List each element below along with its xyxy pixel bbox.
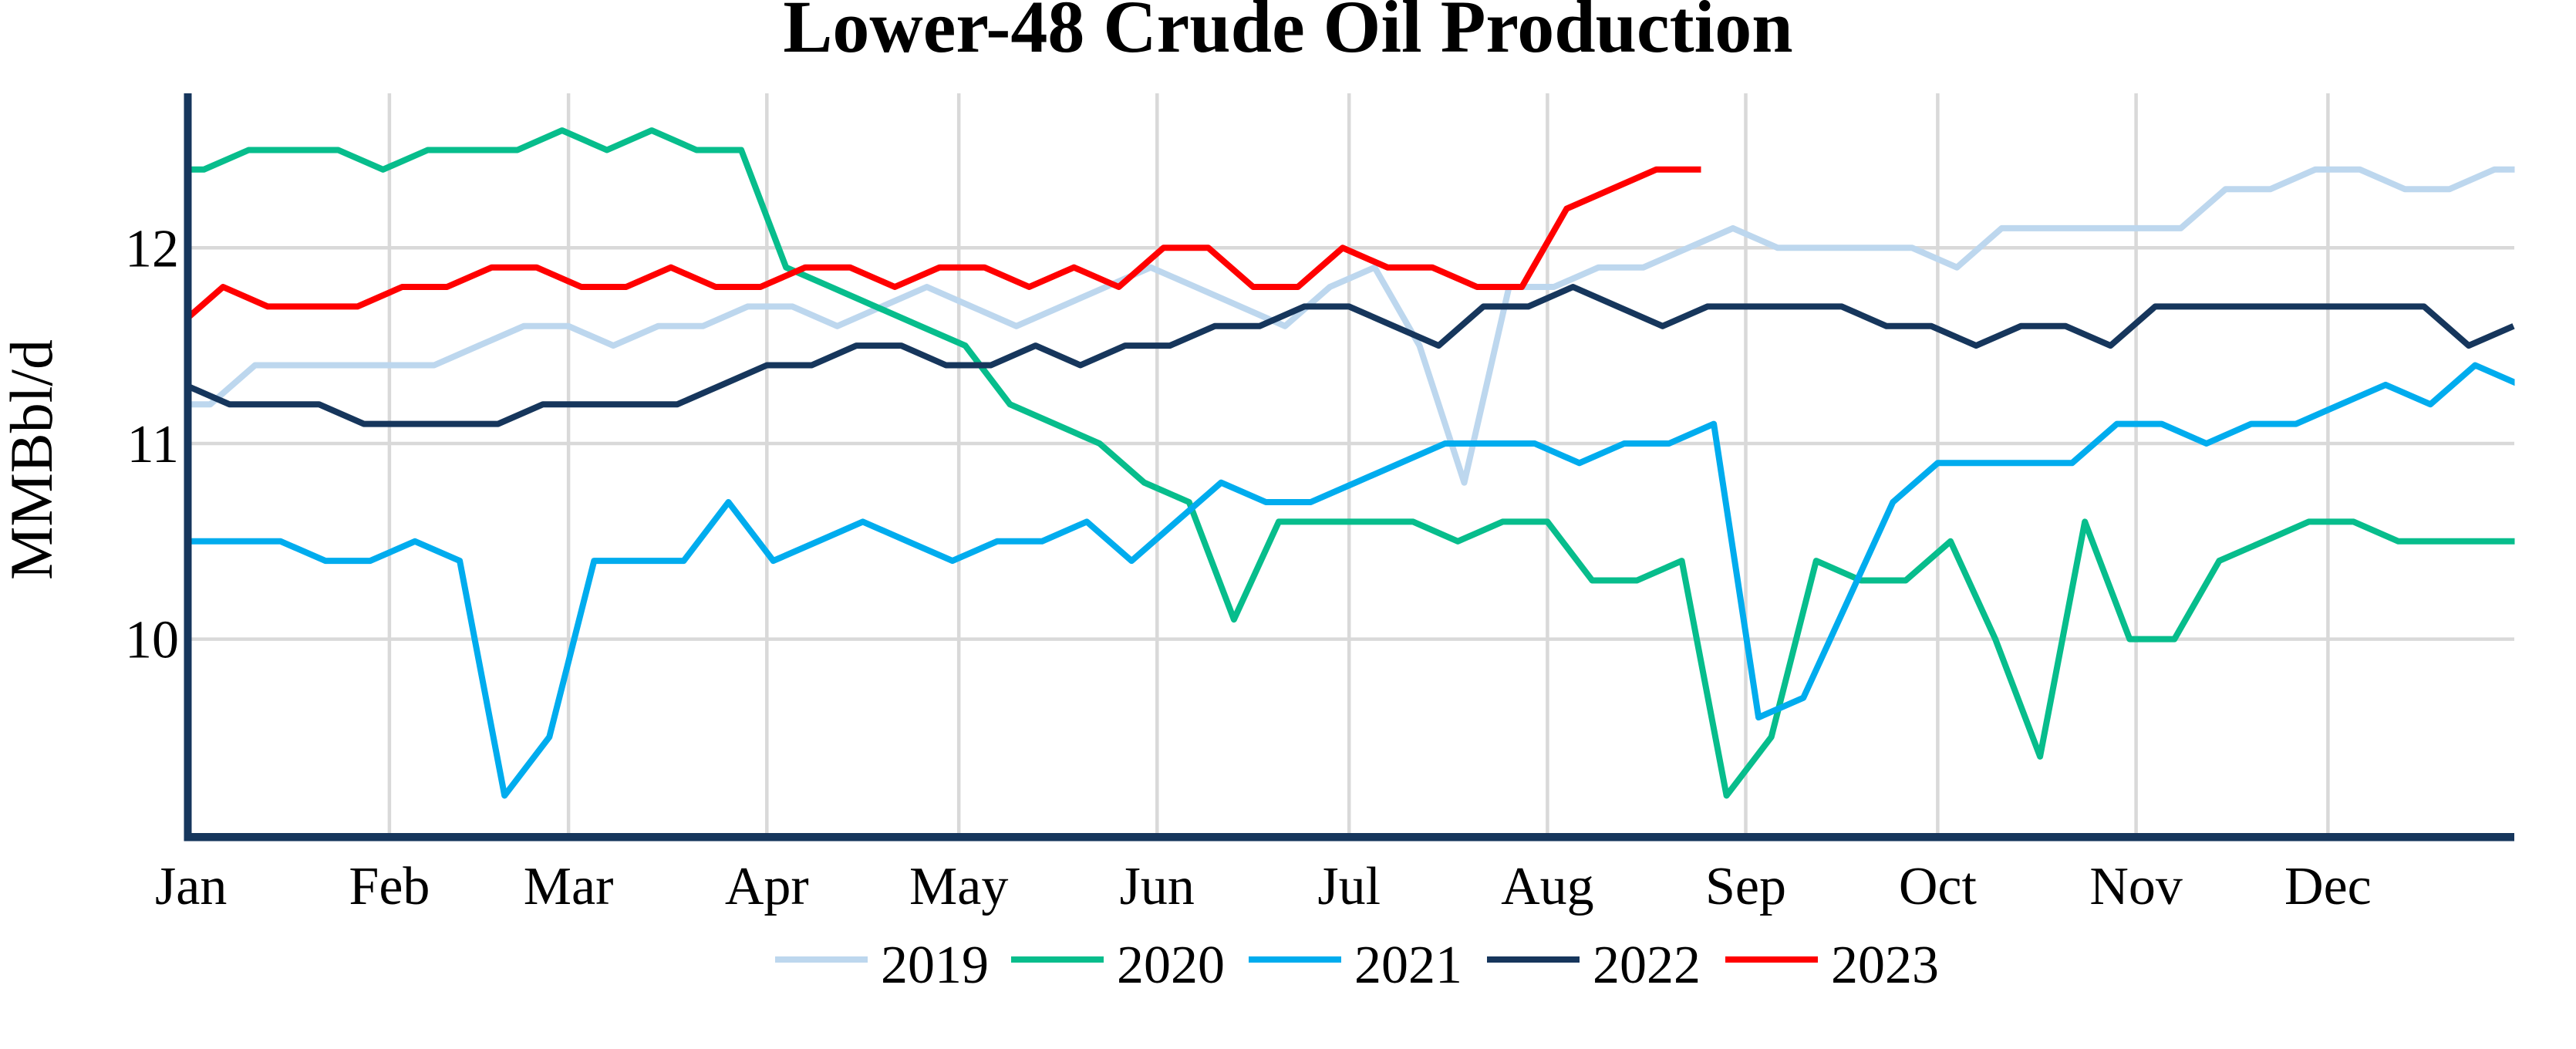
svg-text:2022: 2022	[1593, 936, 1701, 995]
svg-text:Dec: Dec	[2284, 857, 2372, 916]
svg-text:11: 11	[127, 415, 179, 474]
svg-text:Sep: Sep	[1705, 857, 1786, 916]
svg-text:May: May	[909, 857, 1008, 916]
svg-text:Jul: Jul	[1317, 857, 1381, 916]
svg-text:Apr: Apr	[725, 857, 809, 916]
svg-text:Lower-48 Crude Oil Production: Lower-48 Crude Oil Production	[783, 0, 1792, 68]
svg-text:Nov: Nov	[2089, 857, 2183, 916]
svg-text:Jan: Jan	[155, 857, 227, 916]
svg-text:Jun: Jun	[1120, 857, 1195, 916]
svg-text:2019: 2019	[881, 936, 989, 995]
svg-text:2023: 2023	[1831, 936, 1939, 995]
svg-text:Feb: Feb	[349, 857, 430, 916]
svg-text:Aug: Aug	[1501, 857, 1594, 916]
svg-text:2021: 2021	[1354, 936, 1462, 995]
svg-text:Mar: Mar	[524, 857, 614, 916]
svg-text:MMBbl/d: MMBbl/d	[0, 339, 65, 580]
svg-text:10: 10	[125, 611, 179, 670]
svg-text:Oct: Oct	[1899, 857, 1978, 916]
svg-text:12: 12	[125, 219, 179, 278]
svg-text:2020: 2020	[1117, 936, 1225, 995]
